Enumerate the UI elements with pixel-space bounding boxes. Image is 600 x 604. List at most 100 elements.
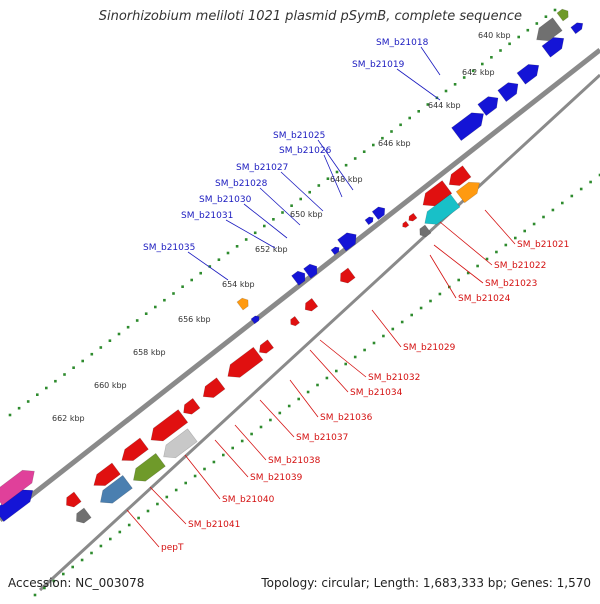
- label-leader-line: [323, 154, 343, 198]
- guide-dot: [208, 265, 212, 268]
- guide-dot: [26, 400, 30, 403]
- guide-dot: [517, 35, 520, 39]
- reverse-gene-arrow[interactable]: [202, 377, 226, 398]
- gene-label-SM_b21024[interactable]: SM_b21024: [458, 294, 511, 304]
- reverse-gene-arrow[interactable]: [408, 212, 418, 222]
- forward-gene-arrow[interactable]: [497, 82, 519, 103]
- gene-label-SM_b21028[interactable]: SM_b21028: [215, 179, 268, 189]
- guide-dot: [126, 325, 130, 329]
- label-leader-line: [259, 399, 295, 438]
- gene-label-SM_b21029[interactable]: SM_b21029: [403, 343, 456, 353]
- forward-gene-arrow[interactable]: [541, 37, 565, 58]
- guide-dot: [490, 56, 493, 59]
- guide-dot: [63, 373, 66, 376]
- guide-dot: [544, 15, 548, 18]
- guide-dot: [457, 278, 460, 282]
- label-leader-line: [317, 139, 354, 191]
- label-leader-line: [280, 171, 324, 212]
- reverse-gene-arrow[interactable]: [121, 437, 149, 461]
- gene-label-SM_b21022[interactable]: SM_b21022: [494, 261, 546, 271]
- gene-arrow[interactable]: [100, 474, 133, 504]
- reverse-gene-arrow[interactable]: [448, 165, 472, 186]
- gene-label-SM_b21027[interactable]: SM_b21027: [236, 163, 288, 173]
- guide-dot: [193, 474, 197, 478]
- guide-dot: [526, 28, 530, 32]
- forward-gene-arrow[interactable]: [516, 64, 540, 85]
- reverse-gene-arrow[interactable]: [340, 267, 356, 284]
- forward-gene-arrow[interactable]: [337, 232, 357, 252]
- guide-dot: [399, 123, 402, 127]
- gene-label-SM_b21019[interactable]: SM_b21019: [352, 60, 405, 70]
- guide-dot: [99, 544, 103, 548]
- guide-dot: [72, 366, 75, 369]
- forward-gene-arrow[interactable]: [303, 263, 318, 279]
- gene-label-pepT[interactable]: pepT: [161, 543, 184, 553]
- gene-arrow[interactable]: [556, 8, 569, 22]
- gene-label-SM_b21018[interactable]: SM_b21018: [376, 38, 429, 48]
- gene-arrow[interactable]: [0, 469, 35, 506]
- gene-label-SM_b21038[interactable]: SM_b21038: [268, 456, 321, 466]
- guide-dot: [438, 292, 442, 296]
- forward-gene-arrow[interactable]: [371, 206, 386, 221]
- gene-label-SM_b21032[interactable]: SM_b21032: [368, 373, 420, 383]
- gene-arrow[interactable]: [536, 17, 563, 42]
- reverse-gene-arrow[interactable]: [183, 397, 201, 415]
- reverse-gene-arrow[interactable]: [304, 297, 319, 312]
- guide-dot: [135, 319, 139, 322]
- guide-dot: [263, 224, 266, 228]
- gene-label-SM_b21025[interactable]: SM_b21025: [273, 131, 325, 141]
- forward-gene-arrow[interactable]: [330, 246, 340, 256]
- guide-dot: [272, 218, 275, 221]
- reverse-gene-arrow[interactable]: [150, 409, 189, 442]
- forward-gene-arrow[interactable]: [570, 22, 584, 35]
- guide-dot: [426, 103, 430, 106]
- gene-arrow[interactable]: [455, 181, 480, 204]
- gene-arrow[interactable]: [163, 428, 198, 459]
- forward-gene-arrow[interactable]: [291, 270, 306, 286]
- gene-arrow[interactable]: [419, 224, 432, 238]
- guide-dot: [408, 116, 411, 120]
- gene-label-SM_b21034[interactable]: SM_b21034: [350, 388, 403, 398]
- reverse-gene-arrow[interactable]: [290, 315, 301, 327]
- guide-dot: [181, 285, 184, 288]
- label-leader-line: [187, 251, 229, 281]
- gene-label-SM_b21041[interactable]: SM_b21041: [188, 520, 240, 530]
- label-leader-line: [371, 309, 402, 348]
- gene-arrow[interactable]: [424, 193, 461, 225]
- guide-dot: [299, 197, 302, 201]
- guide-dot: [417, 110, 420, 113]
- gene-label-SM_b21039[interactable]: SM_b21039: [250, 473, 303, 483]
- gene-arrow[interactable]: [76, 507, 92, 524]
- gene-arrow[interactable]: [236, 297, 249, 311]
- forward-gene-arrow[interactable]: [250, 315, 260, 325]
- reverse-gene-arrow[interactable]: [259, 339, 275, 354]
- guide-dot: [203, 467, 206, 471]
- reverse-gene-arrow[interactable]: [227, 346, 264, 378]
- forward-gene-arrow[interactable]: [364, 216, 374, 226]
- reverse-gene-arrow[interactable]: [422, 180, 453, 207]
- guide-dot: [344, 163, 348, 167]
- gene-label-SM_b21031[interactable]: SM_b21031: [181, 211, 233, 221]
- guide-dot: [253, 231, 257, 235]
- tick-label: 656 kbp: [178, 315, 211, 324]
- guide-dot: [33, 593, 37, 597]
- gene-label-SM_b21023[interactable]: SM_b21023: [485, 279, 537, 289]
- forward-gene-arrow[interactable]: [477, 96, 499, 117]
- gene-label-SM_b21036[interactable]: SM_b21036: [320, 413, 373, 423]
- reverse-gene-arrow[interactable]: [93, 462, 121, 486]
- gene-label-SM_b21021[interactable]: SM_b21021: [517, 240, 569, 250]
- guide-dot: [453, 83, 457, 86]
- reverse-gene-arrow[interactable]: [66, 491, 82, 508]
- summary-text: Topology: circular; Length: 1,683,333 bp…: [261, 576, 591, 590]
- reverse-gene-arrow[interactable]: [402, 220, 410, 228]
- forward-gene-arrow[interactable]: [451, 112, 484, 142]
- gene-label-SM_b21026[interactable]: SM_b21026: [279, 146, 332, 156]
- gene-label-SM_b21040[interactable]: SM_b21040: [222, 495, 275, 505]
- gene-label-SM_b21037[interactable]: SM_b21037: [296, 433, 348, 443]
- guide-dot: [240, 439, 244, 443]
- guide-dot: [551, 208, 555, 212]
- gene-label-SM_b21030[interactable]: SM_b21030: [199, 195, 252, 205]
- gene-label-SM_b21035[interactable]: SM_b21035: [143, 243, 195, 253]
- label-leader-line: [225, 219, 276, 249]
- gene-arrow[interactable]: [133, 452, 166, 482]
